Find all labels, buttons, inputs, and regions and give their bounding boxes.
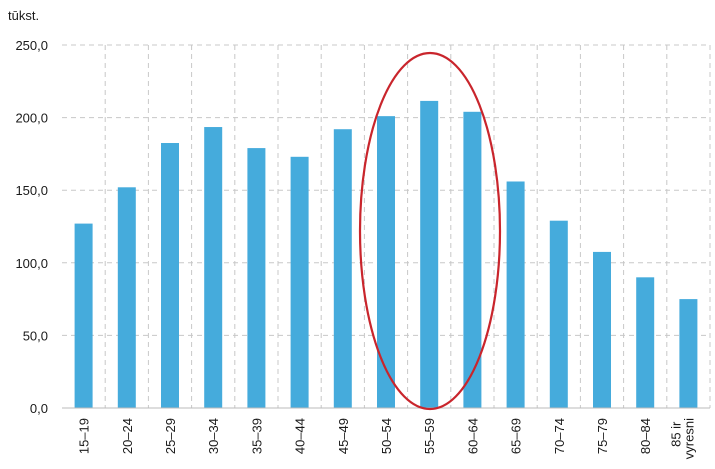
y-axis-label: tūkst. xyxy=(8,8,39,23)
x-tick-label: 35–39 xyxy=(249,418,264,454)
bar xyxy=(204,127,223,409)
bar xyxy=(636,277,655,408)
x-tick-label: 45–49 xyxy=(336,418,351,454)
x-tick-label: 15–19 xyxy=(77,418,92,454)
x-tick-label: 50–54 xyxy=(379,418,394,454)
x-tick-label: 85 ir vyresni xyxy=(668,418,696,459)
bar xyxy=(247,148,266,409)
bar xyxy=(161,143,179,408)
bar xyxy=(549,220,568,408)
bar xyxy=(593,251,611,408)
bar xyxy=(377,116,395,408)
y-tick-label: 150,0 xyxy=(15,183,48,198)
bar xyxy=(420,100,439,408)
y-tick-label: 100,0 xyxy=(15,256,48,271)
y-tick-label: 200,0 xyxy=(15,111,48,126)
x-tick-label: 75–79 xyxy=(595,418,610,454)
y-tick-label: 0,0 xyxy=(30,401,48,416)
highlight-ellipse xyxy=(358,51,502,411)
x-tick-label: 20–24 xyxy=(120,418,135,454)
bar xyxy=(333,129,352,408)
bar xyxy=(463,111,482,409)
bar xyxy=(74,223,93,408)
x-tick-label: 65–69 xyxy=(509,418,524,454)
x-tick-label: 55–59 xyxy=(422,418,437,454)
bar xyxy=(117,187,136,408)
x-tick-label: 40–44 xyxy=(293,418,308,454)
x-tick-label: 80–84 xyxy=(638,418,653,454)
bar xyxy=(506,181,525,408)
bar xyxy=(679,299,698,408)
x-tick-label: 70–74 xyxy=(552,418,567,454)
y-tick-label: 250,0 xyxy=(15,38,48,53)
bar xyxy=(290,156,309,408)
x-tick-label: 60–64 xyxy=(465,418,480,454)
x-tick-label: 30–34 xyxy=(206,418,221,454)
y-tick-label: 50,0 xyxy=(23,328,48,343)
x-tick-label: 25–29 xyxy=(163,418,178,454)
